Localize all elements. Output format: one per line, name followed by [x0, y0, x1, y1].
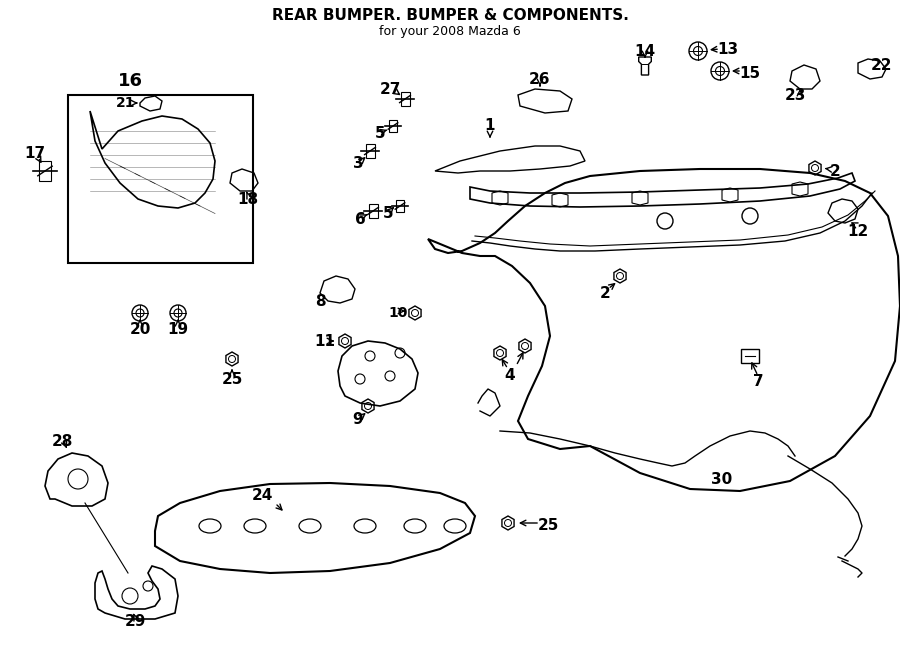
- Text: 12: 12: [848, 223, 868, 239]
- Text: 2: 2: [599, 286, 610, 301]
- Text: 24: 24: [251, 488, 273, 504]
- Text: 21: 21: [116, 96, 136, 110]
- Text: 7: 7: [752, 373, 763, 389]
- Text: 17: 17: [24, 145, 46, 161]
- Text: 25: 25: [221, 371, 243, 387]
- Text: 1: 1: [485, 118, 495, 134]
- Text: 15: 15: [740, 65, 760, 81]
- Text: 4: 4: [505, 368, 516, 383]
- Text: 26: 26: [529, 71, 551, 87]
- Text: 28: 28: [51, 434, 73, 449]
- Text: 2: 2: [830, 163, 841, 178]
- Text: 10: 10: [389, 306, 408, 320]
- Text: 30: 30: [711, 471, 733, 486]
- Text: 13: 13: [717, 42, 739, 56]
- Text: 5: 5: [382, 206, 393, 221]
- Text: 29: 29: [124, 613, 146, 629]
- Text: 6: 6: [355, 212, 365, 227]
- Text: 16: 16: [118, 72, 142, 90]
- Text: 23: 23: [784, 89, 806, 104]
- Text: 11: 11: [314, 334, 336, 348]
- Text: 20: 20: [130, 321, 150, 336]
- Text: 14: 14: [634, 44, 655, 59]
- Text: 8: 8: [315, 293, 325, 309]
- Text: 9: 9: [353, 412, 364, 426]
- Text: 27: 27: [379, 81, 400, 97]
- Text: 19: 19: [167, 321, 189, 336]
- Bar: [68, 95, 253, 263]
- Text: 25: 25: [537, 518, 559, 533]
- Text: 22: 22: [871, 59, 893, 73]
- Text: for your 2008 Mazda 6: for your 2008 Mazda 6: [379, 24, 521, 38]
- Text: 3: 3: [353, 157, 364, 171]
- Text: REAR BUMPER. BUMPER & COMPONENTS.: REAR BUMPER. BUMPER & COMPONENTS.: [272, 9, 628, 24]
- Text: 18: 18: [238, 192, 258, 206]
- Text: 5: 5: [374, 126, 385, 141]
